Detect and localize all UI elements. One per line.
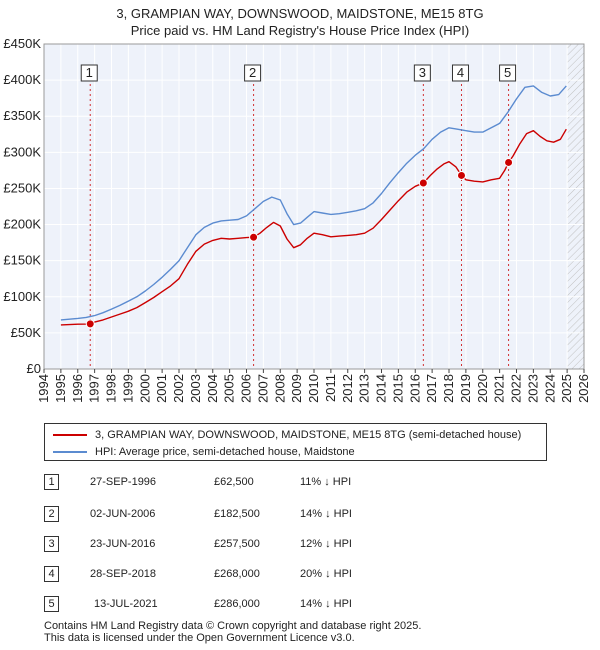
x-tick-label: 2021: [492, 374, 507, 403]
y-axis: £0 £50K £100K £150K £200K £250K £300K £350K £400…: [3, 36, 41, 376]
x-tick-label: 2024: [542, 374, 557, 403]
y-tick-label: £250K: [3, 180, 41, 195]
sale-label-box-1: [80, 64, 98, 82]
x-tick-label: 2012: [340, 374, 355, 403]
sale-delta: 11% ↓ HPI: [300, 476, 352, 488]
x-tick-label: 1999: [120, 374, 135, 403]
sale-marker-3: [418, 178, 428, 188]
footer-line2: This data is licensed under the Open Gov…: [44, 632, 355, 644]
sale-labels: 1 2 3 4 5: [80, 64, 517, 82]
x-tick-label: 2009: [289, 374, 304, 403]
x-tick-label: 2016: [407, 374, 422, 403]
legend-item-property: 3, GRAMPIAN WAY, DOWNSWOOD, MAIDSTONE, M…: [53, 427, 521, 443]
sale-label-box-3: [413, 64, 431, 82]
sale-number: 5: [44, 596, 59, 612]
sale-delta: 12% ↓ HPI: [300, 538, 352, 550]
sale-label-box-2: [244, 64, 262, 82]
x-tick-label: 2011: [323, 374, 338, 402]
legend-label-hpi: HPI: Average price, semi-detached house,…: [95, 446, 355, 458]
sale-price: £182,500: [214, 508, 260, 520]
sale-number: 1: [44, 474, 59, 490]
sale-label-1: 1: [86, 65, 93, 80]
sale-marker-4: [456, 170, 466, 180]
x-tick-label: 2019: [458, 374, 473, 403]
y-tick-label: £150K: [3, 253, 41, 268]
x-tick-label: 1996: [70, 374, 85, 403]
chart-title-line1: 3, GRAMPIAN WAY, DOWNSWOOD, MAIDSTONE, M…: [116, 6, 484, 21]
sale-number: 2: [44, 506, 59, 522]
y-tick-label: £300K: [3, 144, 41, 159]
x-tick-label: 1994: [36, 374, 51, 403]
x-tick-label: 1995: [53, 374, 68, 403]
sale-price: £257,500: [214, 538, 260, 550]
x-tick-label: 1997: [87, 374, 102, 403]
sale-label-2: 2: [249, 65, 256, 80]
sale-date: 13-JUL-2021: [94, 598, 158, 610]
legend-item-hpi: HPI: Average price, semi-detached house,…: [53, 444, 355, 460]
x-tick-label: 2020: [475, 374, 490, 403]
sale-label-4: 4: [457, 65, 464, 80]
y-tick-label: £350K: [3, 108, 41, 123]
x-tick-label: 2008: [272, 374, 287, 403]
sale-label-box-4: [451, 64, 469, 82]
hpi-line: [60, 85, 567, 321]
sale-label-3: 3: [419, 65, 426, 80]
x-tick-label: 2001: [154, 374, 169, 403]
sale-markers: [85, 157, 514, 329]
x-tick-label: 2025: [559, 374, 574, 403]
y-tick-label: £50K: [11, 325, 42, 340]
price-chart: 1 2 3 4 5 £0 £50K £100K £150K £200K £250K £300K £35…: [3, 36, 591, 403]
x-axis: 1994 1995 1996 1997 1998 1999 2000 2001 2002 2003…: [36, 369, 591, 403]
future-hatch-region: [567, 44, 584, 369]
x-tick-label: 2026: [576, 374, 591, 403]
sale-delta: 14% ↓ HPI: [300, 508, 352, 520]
y-tick-label: £400K: [3, 72, 41, 87]
x-tick-label: 2007: [255, 374, 270, 403]
series-lines: [60, 85, 567, 326]
sale-date: 27-SEP-1996: [90, 476, 157, 488]
footer: Contains HM Land Registry data © Crown c…: [44, 620, 421, 644]
x-tick-label: 2023: [525, 374, 540, 403]
sale-date: 02-JUN-2006: [90, 508, 156, 520]
property-price-line: [60, 128, 567, 326]
sale-date: 28-SEP-2018: [90, 568, 157, 580]
x-tick-label: 2000: [137, 374, 152, 403]
sale-label-5: 5: [504, 65, 511, 80]
sale-date: 23-JUN-2016: [90, 538, 156, 550]
sale-delta: 20% ↓ HPI: [300, 568, 352, 580]
x-tick-label: 2002: [171, 374, 186, 403]
x-tick-label: 2013: [357, 374, 372, 403]
y-tick-label: £200K: [3, 217, 41, 232]
x-tick-label: 2004: [205, 374, 220, 403]
y-tick-label: £450K: [3, 36, 41, 51]
sale-label-box-5: [499, 64, 517, 82]
sale-price: £286,000: [214, 598, 260, 610]
x-tick-label: 1998: [104, 374, 119, 403]
sale-number: 3: [44, 536, 59, 552]
x-tick-label: 2022: [509, 374, 524, 403]
legend-swatch-hpi: [53, 451, 87, 453]
x-tick-label: 2010: [306, 374, 321, 403]
y-tick-label: £0: [27, 361, 41, 376]
sale-price: £62,500: [214, 476, 254, 488]
chart-title-line2: Price paid vs. HM Land Registry's House …: [130, 23, 470, 38]
sale-marker-2: [249, 232, 259, 242]
x-tick-label: 2003: [188, 374, 203, 403]
x-tick-label: 2014: [374, 374, 389, 403]
sale-price: £268,000: [214, 568, 260, 580]
y-tick-label: £100K: [3, 289, 41, 304]
x-tick-label: 2005: [222, 374, 237, 403]
legend-label-property: 3, GRAMPIAN WAY, DOWNSWOOD, MAIDSTONE, M…: [95, 429, 522, 441]
sale-delta: 14% ↓ HPI: [300, 598, 352, 610]
x-tick-label: 2018: [441, 374, 456, 403]
x-tick-label: 2017: [424, 374, 439, 403]
footer-line1: Contains HM Land Registry data © Crown c…: [44, 620, 422, 632]
x-tick-label: 2015: [390, 374, 405, 403]
sale-marker-1: [85, 319, 95, 329]
x-tick-label: 2006: [239, 374, 254, 403]
sale-marker-5: [504, 157, 514, 167]
legend: 3, GRAMPIAN WAY, DOWNSWOOD, MAIDSTONE, M…: [44, 423, 547, 461]
sale-number: 4: [44, 566, 59, 582]
legend-swatch-property: [53, 434, 87, 436]
